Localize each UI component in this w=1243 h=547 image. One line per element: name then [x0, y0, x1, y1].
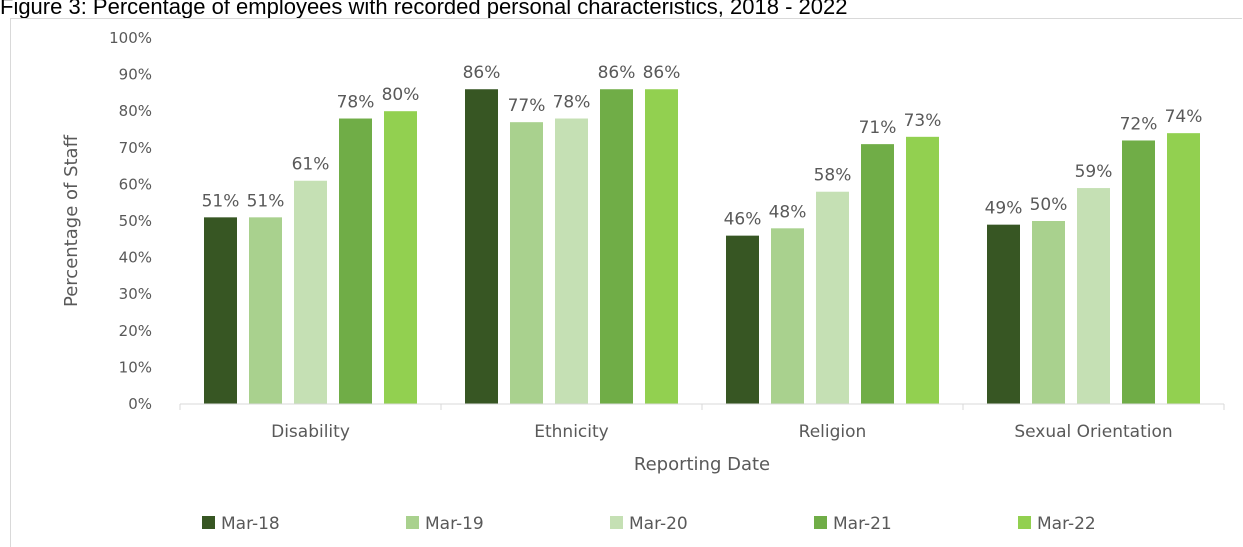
bar: [510, 122, 543, 404]
legend-label: Mar-19: [425, 514, 484, 534]
x-axis-category-separators: [180, 404, 1224, 410]
data-label: 61%: [292, 155, 330, 175]
y-axis-title: Percentage of Staff: [61, 134, 82, 307]
legend-label: Mar-22: [1037, 514, 1096, 534]
legend-label: Mar-18: [221, 514, 280, 534]
y-tick-label: 10%: [119, 358, 152, 376]
bar: [294, 181, 327, 404]
bar: [249, 217, 282, 404]
x-category-label: Sexual Orientation: [1014, 422, 1172, 442]
y-tick-label: 40%: [119, 249, 152, 267]
y-tick-label: 70%: [119, 139, 152, 157]
bar: [987, 225, 1020, 404]
x-category-label: Ethnicity: [534, 422, 608, 442]
bar: [1077, 188, 1110, 404]
data-label: 86%: [463, 63, 501, 83]
bar: [861, 144, 894, 404]
data-label: 46%: [724, 210, 762, 230]
data-label: 72%: [1120, 114, 1158, 134]
data-label: 50%: [1030, 195, 1068, 215]
legend-swatch: [1018, 516, 1031, 529]
y-tick-label: 30%: [119, 285, 152, 303]
bar: [726, 236, 759, 404]
y-tick-label: 60%: [119, 175, 152, 193]
data-label: 86%: [643, 63, 681, 83]
legend-swatch: [406, 516, 419, 529]
y-tick-label: 50%: [119, 212, 152, 230]
y-tick-label: 90%: [119, 66, 152, 84]
legend-swatch: [814, 516, 827, 529]
bar: [1032, 221, 1065, 404]
bar: [1122, 140, 1155, 404]
data-label: 86%: [598, 63, 636, 83]
data-label: 74%: [1165, 107, 1203, 127]
bar: [600, 89, 633, 404]
y-tick-label: 100%: [109, 29, 152, 47]
bar: [339, 119, 372, 404]
data-label: 51%: [247, 191, 285, 211]
data-label: 78%: [337, 93, 375, 113]
data-label: 48%: [769, 202, 807, 222]
data-label: 77%: [508, 96, 546, 116]
y-tick-label: 0%: [128, 395, 152, 413]
bar: [555, 119, 588, 404]
bar: [771, 228, 804, 404]
legend-label: Mar-21: [833, 514, 892, 534]
data-label: 80%: [382, 85, 420, 105]
data-label: 78%: [553, 93, 591, 113]
data-label: 51%: [202, 191, 240, 211]
legend-swatch: [610, 516, 623, 529]
data-label: 71%: [859, 118, 897, 138]
bars: [204, 89, 1200, 404]
legend: Mar-18 Mar-19 Mar-20 Mar-21 Mar-22: [202, 514, 1096, 534]
bar: [816, 192, 849, 404]
bar: [645, 89, 678, 404]
y-tick-label: 20%: [119, 322, 152, 340]
y-tick-label: 80%: [119, 102, 152, 120]
bar: [384, 111, 417, 404]
x-category-label: Religion: [799, 422, 867, 442]
bar: [204, 217, 237, 404]
legend-label: Mar-20: [629, 514, 688, 534]
data-label: 58%: [814, 166, 852, 186]
x-axis-title: Reporting Date: [634, 454, 770, 475]
bar: [906, 137, 939, 404]
y-axis-ticks: 0% 10% 20% 30% 40% 50% 60% 70% 80% 90% 100%: [109, 29, 152, 413]
x-axis-category-labels: Disability Ethnicity Religion Sexual Orient…: [271, 422, 1173, 442]
data-label: 59%: [1075, 162, 1113, 182]
data-label: 49%: [985, 199, 1023, 219]
legend-swatch: [202, 516, 215, 529]
bar: [465, 89, 498, 404]
x-category-label: Disability: [271, 422, 350, 442]
bar: [1167, 133, 1200, 404]
data-label: 73%: [904, 111, 942, 131]
